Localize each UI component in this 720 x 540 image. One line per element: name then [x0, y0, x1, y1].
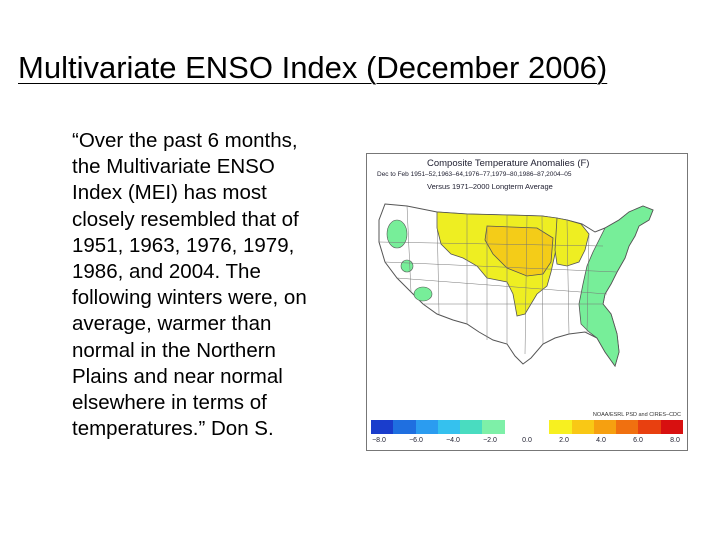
scale-swatch: [437, 420, 461, 434]
west-cool-patch: [386, 219, 408, 249]
temperature-anomaly-map: Composite Temperature Anomalies (F) Dec …: [366, 153, 688, 451]
body-line: normal in the Northern: [72, 338, 276, 362]
scale-tick-label: 8.0: [670, 437, 680, 444]
west-cool-patch: [400, 259, 414, 273]
scale-swatch: [616, 420, 639, 434]
map-subtitle-years: Dec to Feb 1951–52,1963–64,1976–77,1979–…: [377, 171, 572, 178]
scale-swatch: [393, 420, 416, 434]
body-line: 1951, 1963, 1976, 1979,: [72, 233, 295, 257]
body-line: “Over the past 6 months,: [72, 129, 298, 152]
map-credit: NOAA/ESRL PSD and CIRES–CDC: [592, 412, 681, 418]
map-subtitle-baseline: Versus 1971–2000 Longterm Average: [427, 182, 553, 191]
body-line: 1986, and 2004. The: [72, 260, 261, 284]
scale-swatch: [638, 420, 661, 434]
scale-swatch: [571, 420, 594, 434]
scale-swatch: [660, 420, 683, 434]
scale-swatch: [415, 420, 438, 434]
scale-tick-label: −4.0: [446, 437, 460, 444]
color-scale-bar: [371, 420, 683, 434]
division-lines: [378, 205, 618, 355]
body-line: the Multivariate ENSO: [72, 155, 275, 179]
scale-swatch: [549, 420, 572, 434]
body-line: elsewhere in terms of: [72, 391, 267, 415]
scale-tick-label: 0.0: [522, 437, 532, 444]
upper-midwest-warm-region: [554, 217, 590, 267]
scale-swatch: [371, 420, 394, 434]
us-map-graphic: [378, 203, 654, 368]
west-cool-patch: [413, 286, 433, 302]
body-line: average, warmer than: [72, 312, 272, 336]
scale-swatch: [460, 420, 483, 434]
scale-tick-label: −6.0: [409, 437, 423, 444]
map-title: Composite Temperature Anomalies (F): [427, 158, 590, 169]
scale-swatch: [504, 420, 527, 434]
color-scale-ticks: −8.0 −6.0 −4.0 −2.0 0.0 2.0 4.0 6.0 8.0: [371, 437, 683, 447]
scale-swatch: [482, 420, 505, 434]
scale-tick-label: −8.0: [372, 437, 386, 444]
scale-tick-label: 2.0: [559, 437, 569, 444]
body-line: Plains and near normal: [72, 364, 283, 388]
body-line: temperatures.” Don S.: [72, 417, 274, 441]
body-line: Index (MEI) has most: [72, 181, 267, 205]
scale-swatch: [526, 420, 550, 434]
scale-tick-label: 4.0: [596, 437, 606, 444]
scale-tick-label: −2.0: [483, 437, 497, 444]
body-line: closely resembled that of: [72, 207, 299, 231]
slide-title: Multivariate ENSO Index (December 2006): [18, 50, 608, 85]
slide-body-text: “Over the past 6 months, the Multivariat…: [72, 128, 357, 442]
scale-tick-label: 6.0: [633, 437, 643, 444]
warmest-anomaly-core: [484, 225, 554, 277]
scale-swatch: [593, 420, 617, 434]
body-line: following winters were, on: [72, 286, 307, 310]
